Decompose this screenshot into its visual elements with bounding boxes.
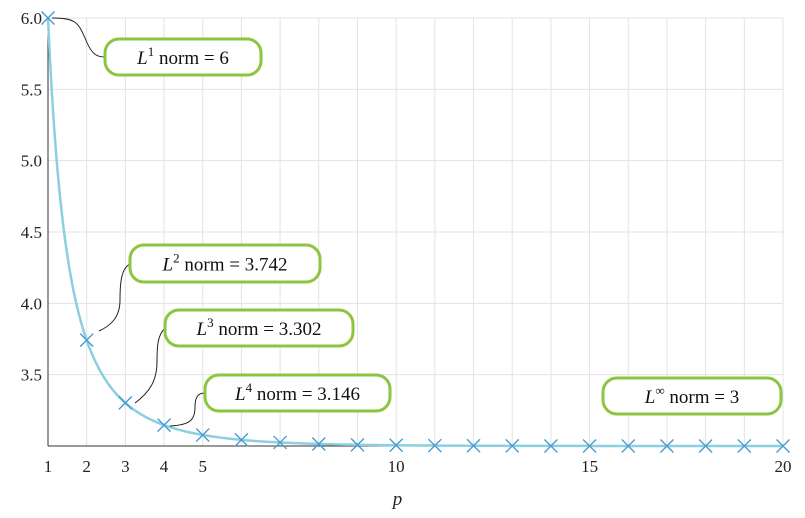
data-point-marker (79, 333, 94, 348)
x-tick-label: 15 (581, 457, 598, 476)
callout-leader-line (134, 327, 166, 404)
callouts: L1 norm = 6 L2 norm = 3.742 L3 norm = 3.30… (51, 17, 783, 427)
data-point-marker (427, 438, 442, 453)
data-point-marker (311, 437, 326, 451)
x-tick-label: 10 (388, 457, 405, 476)
callout-box (601, 376, 783, 416)
x-tick-label: 2 (82, 457, 91, 476)
callout-box (203, 373, 392, 413)
data-point-marker (582, 439, 597, 453)
y-tick-label: 4.5 (21, 223, 42, 242)
callout-box (128, 243, 322, 284)
y-tick-label: 3.5 (21, 366, 42, 385)
callout-l2: L2 norm = 3.742 (98, 243, 322, 332)
data-point-marker (466, 438, 481, 453)
tick-labels: 1 2 3 4 5 10 15 20 3.5 4.0 4.5 5.0 5.5 6.0 (21, 9, 792, 476)
data-point-marker (776, 439, 790, 453)
data-point-marker (659, 439, 674, 453)
data-point-marker (41, 11, 55, 25)
y-tick-label: 4.0 (21, 294, 42, 313)
x-tick-label: 3 (121, 457, 130, 476)
x-tick-label: 20 (775, 457, 792, 476)
y-tick-label: 5.0 (21, 152, 42, 171)
callout-box (103, 37, 263, 77)
callout-label: L3 norm = 3.302 (196, 315, 322, 340)
y-tick-label: 5.5 (21, 80, 42, 99)
callout-box (163, 308, 355, 348)
data-point-marker (389, 438, 404, 453)
x-axis-label: p (391, 489, 403, 510)
callout-l3: L3 norm = 3.302 (134, 308, 355, 404)
data-point-marker (543, 439, 558, 453)
data-point-marker (350, 437, 365, 452)
data-point-marker (621, 439, 636, 453)
data-point-marker (273, 435, 288, 450)
callout-label: L4 norm = 3.146 (234, 380, 360, 405)
x-tick-label: 1 (44, 457, 53, 476)
callout-l4: L4 norm = 3.146 (169, 373, 392, 427)
callout-label: L1 norm = 6 (136, 44, 229, 69)
y-tick-label: 6.0 (21, 9, 42, 28)
callout-leader-line (51, 17, 106, 58)
data-point-marker (698, 439, 713, 453)
series-line (46, 17, 783, 448)
callout-label: L2 norm = 3.742 (162, 251, 288, 276)
data-point-marker (737, 439, 752, 453)
data-point-marker (157, 418, 172, 433)
grid (47, 17, 784, 446)
data-point-marker (195, 428, 210, 443)
plot-area (41, 11, 790, 453)
callout-l1: L1 norm = 6 (51, 17, 263, 77)
callout-leader-line (98, 263, 131, 332)
x-tick-label: 4 (160, 457, 169, 476)
callout-label: L∞ norm = 3 (644, 383, 739, 408)
x-tick-label: 5 (198, 457, 207, 476)
data-point-marker (234, 432, 249, 447)
data-point-marker (505, 438, 520, 453)
callout-leader-line (169, 392, 206, 427)
data-point-marker (118, 395, 133, 410)
callout-linf: L∞ norm = 3 (601, 376, 783, 416)
